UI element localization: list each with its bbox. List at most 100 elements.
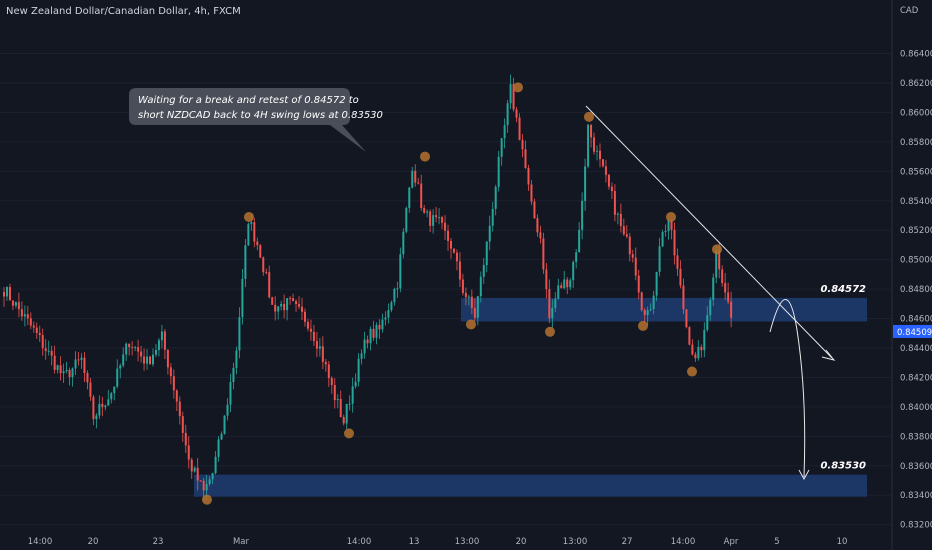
- swing-low-marker: [638, 320, 648, 331]
- candle-body-up: [250, 222, 253, 225]
- swing-high-marker: [584, 111, 594, 122]
- candle-body-up: [110, 393, 113, 400]
- swing-markers: [202, 82, 722, 505]
- candle-body-down: [163, 331, 166, 350]
- candle-body-up: [402, 231, 405, 255]
- candle-body-down: [458, 261, 461, 280]
- candle-body-down: [298, 304, 301, 307]
- candle-body-up: [235, 350, 238, 368]
- candle-body-up: [318, 346, 321, 349]
- annotation-line1: Waiting for a break and retest of 0.8457…: [138, 95, 359, 106]
- candle-body-up: [432, 215, 435, 226]
- candle-body-down: [312, 331, 315, 341]
- candle-body-down: [640, 292, 643, 310]
- candle-body-down: [3, 292, 5, 297]
- currency-label: CAD: [900, 6, 919, 16]
- price-tick-label: 0.85600: [900, 167, 932, 177]
- candle-body-up: [697, 346, 700, 359]
- candle-body-up: [503, 125, 506, 139]
- candle-body-down: [327, 364, 330, 378]
- price-tick-label: 0.84600: [900, 315, 932, 325]
- candle-body-down: [149, 356, 152, 365]
- candle-body-up: [467, 296, 470, 298]
- candle-body-up: [393, 288, 396, 303]
- candle-body-down: [685, 309, 688, 328]
- candle-body-down: [83, 357, 86, 373]
- candle-body-down: [175, 390, 178, 402]
- candle-body-down: [289, 298, 292, 300]
- candle-body-down: [268, 272, 271, 298]
- zone-label: 0.83530: [820, 461, 866, 472]
- candle-body-up: [107, 399, 110, 406]
- candle-body-up: [551, 307, 554, 319]
- candle-body-down: [613, 191, 616, 215]
- candle-body-down: [44, 348, 47, 352]
- callout-bubble: [129, 88, 366, 152]
- annotation-callout[interactable]: Waiting for a break and retest of 0.8457…: [129, 88, 383, 152]
- projection-arrow: [769, 299, 806, 478]
- candle-body-down: [253, 222, 256, 242]
- candle-body-up: [247, 224, 250, 246]
- candle-body-up: [616, 213, 619, 215]
- price-tick-label: 0.83800: [900, 432, 932, 442]
- price-tick-label: 0.86400: [900, 50, 932, 60]
- candle-body-up: [5, 287, 8, 297]
- time-tick-label: 14:00: [671, 537, 696, 547]
- annotation-line2: short NZDCAD back to 4H swing lows at 0.…: [138, 110, 383, 121]
- price-tick-label: 0.84800: [900, 285, 932, 295]
- candle-body-down: [643, 309, 646, 315]
- candle-body-down: [140, 351, 143, 357]
- candle-body-up: [476, 296, 479, 318]
- price-tick-label: 0.85800: [900, 138, 932, 148]
- candle-body-down: [190, 459, 193, 472]
- candle-body-up: [152, 354, 154, 365]
- price-axis[interactable]: CAD 0.864000.862000.860000.858000.856000…: [891, 0, 932, 550]
- candle-body-up: [65, 369, 68, 372]
- candle-body-up: [381, 319, 384, 330]
- candle-body-up: [286, 298, 289, 311]
- candle-body-up: [348, 403, 351, 405]
- swing-high-marker: [712, 244, 722, 255]
- candle-body-up: [23, 314, 26, 317]
- swing-low-marker: [344, 428, 354, 439]
- candle-body-up: [95, 415, 98, 420]
- candle-body-down: [464, 293, 467, 298]
- price-tick-label: 0.86200: [900, 79, 932, 89]
- candle-body-up: [244, 245, 247, 279]
- candle-body-up: [193, 467, 196, 472]
- candle-body-down: [414, 170, 417, 183]
- candle-body-down: [450, 240, 452, 249]
- drawings: [585, 105, 836, 481]
- time-tick-label: 13: [409, 537, 420, 547]
- candle-body-down: [670, 220, 673, 230]
- swing-high-marker: [244, 211, 254, 222]
- zone-box: [194, 474, 867, 497]
- time-tick-label: Apr: [724, 537, 739, 547]
- candle-body-down: [724, 283, 727, 293]
- candle-body-up: [506, 103, 509, 126]
- candle-body-up: [47, 350, 50, 352]
- candle-body-down: [727, 292, 730, 302]
- candle-body-down: [262, 257, 265, 273]
- candle-body-down: [560, 285, 563, 289]
- candle-body-down: [26, 314, 29, 319]
- candle-body-up: [399, 254, 402, 289]
- candle-body-down: [470, 296, 473, 309]
- candle-body-down: [700, 346, 703, 351]
- candle-body-down: [536, 218, 539, 233]
- candle-body-up: [360, 353, 363, 359]
- candle-body-down: [455, 252, 458, 262]
- candle-body-up: [226, 404, 229, 416]
- candle-body-up: [217, 439, 220, 457]
- candle-body-up: [354, 381, 357, 387]
- current-price-badge: [893, 324, 932, 338]
- candle-body-down: [637, 275, 640, 293]
- candle-body-up: [596, 150, 599, 152]
- time-axis[interactable]: 14:00 20 23 Mar 14:00 13 13:00 20 13:00 27 14:00 Ap…: [28, 537, 848, 547]
- swing-high-marker: [666, 211, 676, 222]
- trend-arrowhead: [821, 349, 836, 361]
- candle-body-down: [625, 234, 628, 237]
- candle-body-down: [452, 248, 455, 253]
- candle-body-down: [128, 343, 131, 348]
